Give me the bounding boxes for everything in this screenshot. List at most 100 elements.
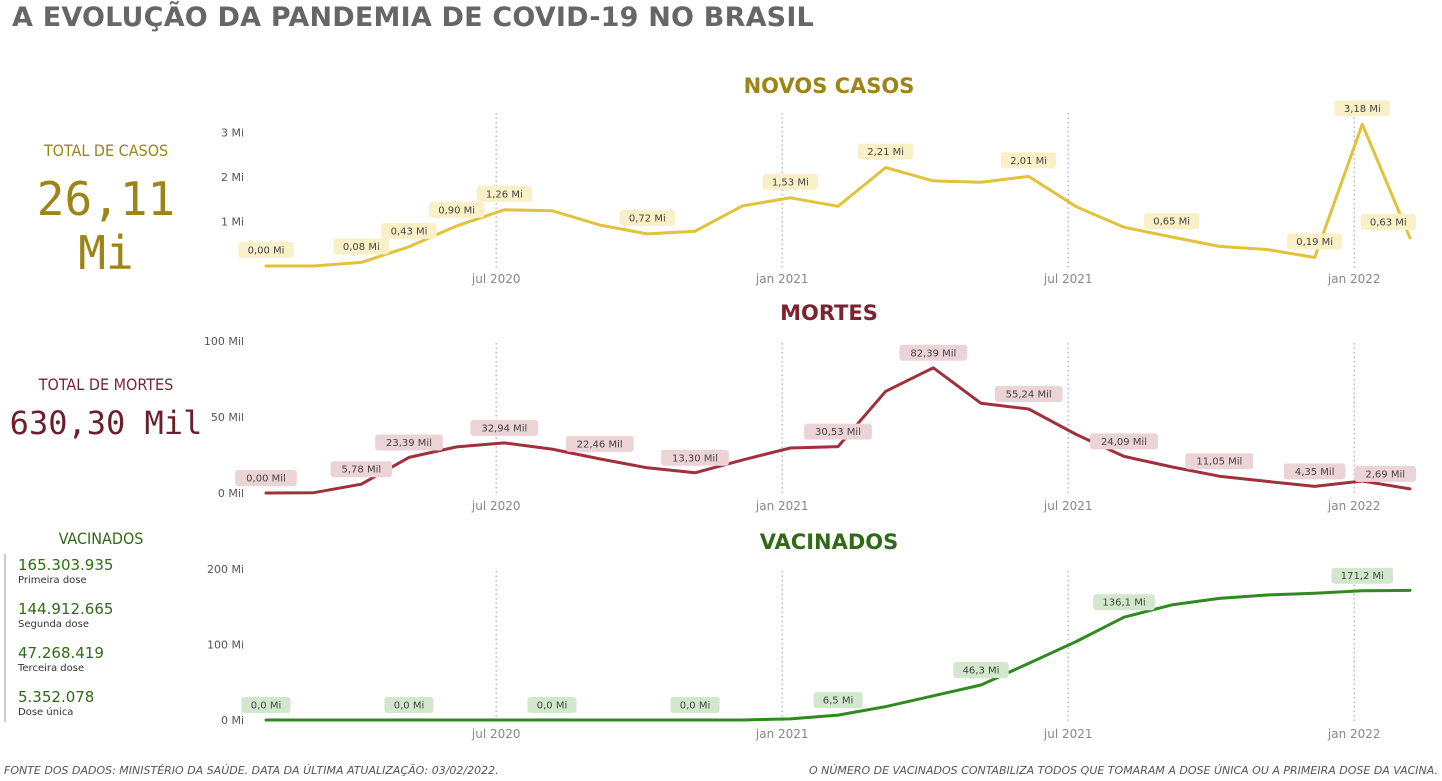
data-label-box xyxy=(565,435,634,452)
second-dose-label: Segunda dose xyxy=(18,619,90,630)
data-label-text: 55,24 Mil xyxy=(1006,390,1052,401)
data-label-text: 3,18 Mi xyxy=(1344,104,1381,115)
x-tick-label: jan 2021 xyxy=(755,272,809,286)
data-label-box xyxy=(1283,463,1346,480)
data-label-box xyxy=(238,242,294,258)
data-label-box xyxy=(1360,213,1416,230)
series-line-cases xyxy=(264,122,1412,268)
single-dose-label: Dose única xyxy=(18,707,74,718)
data-label-box xyxy=(1090,433,1158,450)
vaccinated-dose-list: 165.303.935 Primeira dose 144.912.665 Se… xyxy=(4,554,176,722)
data-label-text: 2,01 Mi xyxy=(1010,156,1047,167)
y-tick-label: 200 Mi xyxy=(207,563,244,576)
data-label-text: 1,53 Mi xyxy=(772,177,809,188)
data-label-box xyxy=(1286,233,1343,250)
data-label-text: 24,09 Mil xyxy=(1101,437,1147,448)
data-label-text: 0,0 Mi xyxy=(394,701,425,712)
data-label-text: 0,43 Mi xyxy=(391,226,428,237)
data-label: 82,39 Mil xyxy=(899,344,968,361)
data-label-box xyxy=(1093,594,1155,611)
data-label-text: 136,1 Mi xyxy=(1102,598,1145,609)
data-label: 3,18 Mi xyxy=(1334,100,1391,117)
data-label: 23,39 Mil xyxy=(375,434,443,451)
data-label: 0,19 Mi xyxy=(1286,233,1343,250)
data-label-box xyxy=(333,238,390,255)
third-dose-label: Terceira dose xyxy=(18,663,85,674)
data-label-box xyxy=(670,697,720,713)
data-label: 0,0 Mi xyxy=(670,697,720,713)
series-line-deaths xyxy=(264,366,1412,495)
data-label: 32,94 Mil xyxy=(470,419,539,436)
data-label-text: 0,08 Mi xyxy=(343,242,380,253)
single-dose-value: 5.352.078 xyxy=(18,688,95,706)
data-label-box xyxy=(384,697,434,713)
vaccinated-kpi-label: VACINADOS xyxy=(58,529,144,548)
data-label-text: 171,2 Mi xyxy=(1341,571,1384,582)
data-label: 6,5 Mi xyxy=(813,692,863,709)
data-label-text: 23,39 Mil xyxy=(386,438,432,449)
data-label: 22,46 Mil xyxy=(565,435,634,452)
data-label: 0,65 Mi xyxy=(1143,213,1200,230)
third-dose-item: 47.268.419 Terceira dose xyxy=(18,644,104,674)
data-label: 46,3 Mi xyxy=(953,662,1009,679)
data-label: 0,72 Mi xyxy=(619,209,676,226)
first-dose-item: 165.303.935 Primeira dose xyxy=(18,556,113,586)
data-label: 1,26 Mi xyxy=(476,185,533,202)
data-label-text: 1,26 Mi xyxy=(486,189,523,200)
total-deaths-label: TOTAL DE MORTES xyxy=(38,375,174,394)
chart-cases: NOVOS CASOS jul 2020 jan 2021 jul 2021 jan 2… xyxy=(221,74,1416,286)
data-label-text: 82,39 Mil xyxy=(910,348,956,359)
data-label-box xyxy=(619,209,676,226)
data-label-box xyxy=(476,185,533,202)
data-label: 0,0 Mi xyxy=(241,697,291,713)
data-label-box xyxy=(857,143,914,160)
x-tick-label: jul 2020 xyxy=(471,499,521,513)
data-label: 0,00 Mi xyxy=(238,242,294,258)
data-label-text: 22,46 Mil xyxy=(577,439,623,450)
data-label-text: 6,5 Mi xyxy=(823,696,854,707)
data-label: 1,53 Mi xyxy=(762,173,819,190)
data-label-box xyxy=(953,662,1009,679)
y-tick-label: 100 Mil xyxy=(204,335,244,348)
data-label-box xyxy=(428,201,485,218)
x-tick-label: jul 2020 xyxy=(471,727,521,741)
data-label-text: 32,94 Mil xyxy=(481,423,527,434)
data-label: 171,2 Mi xyxy=(1331,567,1394,584)
data-label-box xyxy=(375,434,443,451)
data-label: 2,21 Mi xyxy=(857,143,914,160)
page-title: A EVOLUÇÃO DA PANDEMIA DE COVID-19 NO BR… xyxy=(12,2,814,33)
data-label: 0,90 Mi xyxy=(428,201,485,218)
data-label-text: 0,63 Mi xyxy=(1370,217,1407,228)
data-label-text: 0,00 Mil xyxy=(246,474,286,485)
data-label-text: 5,78 Mil xyxy=(342,465,382,476)
data-label-box xyxy=(330,461,393,478)
data-label-text: 2,69 Mil xyxy=(1365,469,1405,480)
x-tick-label: jul 2021 xyxy=(1043,727,1093,741)
data-label-box xyxy=(527,697,577,713)
data-label-box xyxy=(470,419,539,436)
data-label: 0,00 Mil xyxy=(235,470,297,486)
data-label-box xyxy=(762,173,819,190)
total-cases-value: 26,11 Mi xyxy=(36,172,176,280)
data-label-box xyxy=(1185,453,1254,470)
data-label-box xyxy=(1000,152,1057,169)
total-cases-label: TOTAL DE CASOS xyxy=(43,141,169,160)
data-label: 55,24 Mil xyxy=(994,386,1063,403)
first-dose-label: Primeira dose xyxy=(18,575,87,586)
data-label-box xyxy=(813,692,863,709)
x-tick-label: jul 2021 xyxy=(1043,499,1093,513)
x-tick-label: jan 2021 xyxy=(755,499,809,513)
data-label-text: 2,21 Mi xyxy=(867,147,904,158)
data-label-text: 0,19 Mi xyxy=(1296,237,1333,248)
y-tick-label: 0 Mil xyxy=(218,487,244,500)
data-label: 30,53 Mil xyxy=(804,423,872,440)
second-dose-item: 144.912.665 Segunda dose xyxy=(18,600,113,630)
data-label: 11,05 Mil xyxy=(1185,453,1254,470)
x-tick-label: jan 2021 xyxy=(755,727,809,741)
data-label-text: 0,0 Mi xyxy=(537,701,568,712)
data-label-text: 0,0 Mi xyxy=(251,701,282,712)
data-label-box xyxy=(381,222,437,239)
data-label: 24,09 Mil xyxy=(1090,433,1158,450)
data-label: 0,0 Mi xyxy=(384,697,434,713)
